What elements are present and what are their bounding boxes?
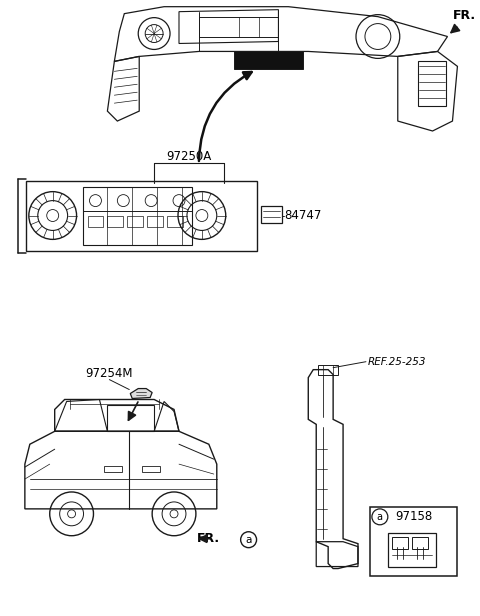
Bar [370,507,457,577]
Bar [167,216,183,227]
Bar [127,216,143,227]
Bar [261,206,282,224]
Bar [87,216,103,227]
Text: REF.25-253: REF.25-253 [368,357,426,367]
Bar [83,187,192,245]
Bar [142,466,160,472]
Polygon shape [130,389,152,399]
Bar [318,365,338,375]
Bar [26,180,257,251]
Bar [147,216,163,227]
Text: 97254M: 97254M [85,367,133,379]
Text: 97250A: 97250A [166,150,212,163]
Text: 97158: 97158 [395,510,432,524]
Bar [105,466,122,472]
Bar [392,537,408,549]
Bar [234,52,303,70]
Text: FR.: FR. [197,532,220,545]
Bar [388,533,435,567]
Text: FR.: FR. [453,9,476,22]
Text: a: a [245,535,252,545]
Bar [418,62,445,106]
Bar [412,537,428,549]
Text: 84747: 84747 [285,209,322,222]
Bar [108,216,123,227]
Bar [199,17,278,36]
Text: a: a [377,512,383,522]
